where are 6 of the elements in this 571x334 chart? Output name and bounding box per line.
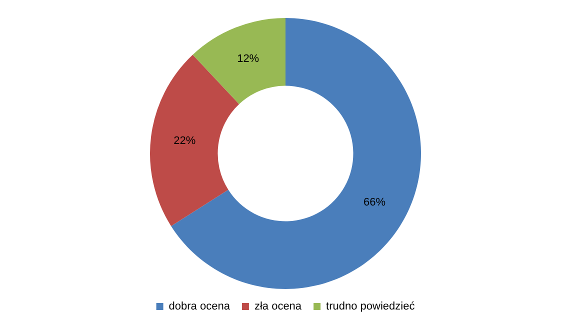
data-label: 12% (237, 53, 260, 66)
legend-label: zła ocena (254, 300, 302, 313)
legend-label: trudno powiedzieć (326, 300, 416, 313)
data-label: 22% (174, 134, 196, 147)
data-label: 66% (364, 196, 386, 208)
legend-label: dobra ocena (168, 300, 231, 313)
